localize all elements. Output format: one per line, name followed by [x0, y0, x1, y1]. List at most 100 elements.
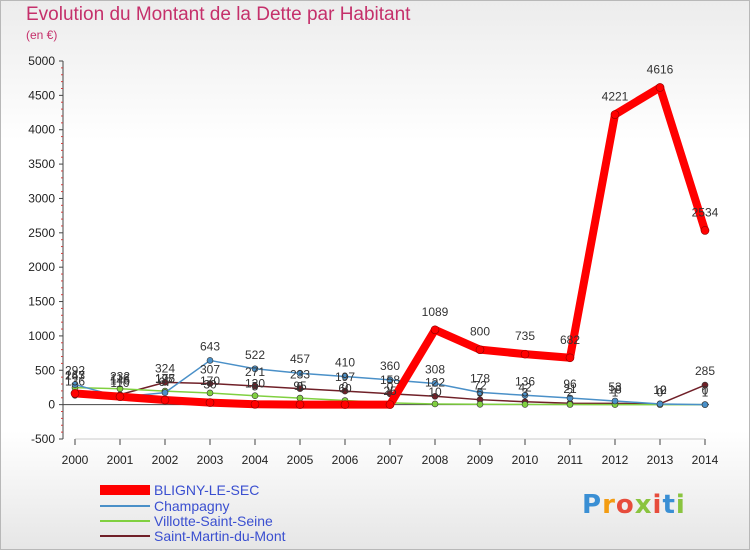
- data-label-3: 42: [518, 381, 532, 395]
- series-point-1: [206, 357, 214, 364]
- x-tick-label: 2006: [332, 453, 359, 467]
- x-tick-label: 2003: [197, 453, 224, 467]
- x-tick-label: 2000: [62, 453, 89, 467]
- data-label-2: 232: [110, 370, 130, 384]
- data-label-2: 1: [702, 386, 709, 400]
- x-tick-label: 2014: [692, 453, 719, 467]
- data-label-0: 800: [470, 325, 490, 339]
- data-label-0: 0: [342, 380, 349, 394]
- legend-label-1: Champagny: [154, 498, 230, 514]
- series-point-0: [430, 325, 440, 335]
- legend-label-2: Villotte-Saint-Seine: [154, 513, 273, 529]
- data-label-0: 0: [297, 380, 304, 394]
- series-point-0: [340, 400, 350, 409]
- data-label-1: 136: [515, 374, 535, 388]
- data-label-1: 0: [702, 384, 709, 398]
- x-tick-label: 2007: [377, 453, 404, 467]
- series-point-0: [475, 345, 485, 354]
- series-point-1: [431, 380, 439, 387]
- series-point-0: [295, 400, 305, 409]
- data-label-0: 4616: [647, 62, 674, 76]
- data-label-3: 324: [155, 361, 175, 375]
- series-layer: [70, 83, 710, 409]
- series-point-0: [250, 399, 260, 409]
- x-tick-label: 2009: [467, 453, 494, 467]
- y-tick-label: 2000: [28, 260, 55, 274]
- series-point-0: [70, 389, 80, 398]
- series-point-0: [520, 349, 530, 359]
- data-label-1: 522: [245, 348, 265, 362]
- data-label-3: 72: [473, 379, 487, 393]
- series-point-1: [566, 394, 574, 402]
- series-point-2: [521, 401, 529, 408]
- series-point-0: [205, 398, 215, 407]
- data-label-2: 1: [612, 386, 619, 400]
- series-point-2: [116, 385, 124, 392]
- data-label-0: 116: [110, 372, 129, 386]
- data-label-1: 292: [65, 364, 85, 378]
- data-label-1: 96: [563, 377, 577, 391]
- series-point-1: [296, 369, 304, 377]
- data-label-0: 1089: [422, 305, 449, 319]
- data-label-0: 163: [65, 368, 85, 382]
- data-label-3: 136: [65, 374, 85, 388]
- series-point-1: [71, 381, 79, 388]
- data-label-1: 410: [335, 355, 355, 369]
- series-point-2: [251, 392, 259, 400]
- data-label-1: 308: [425, 362, 445, 376]
- chart-subtitle: (en €): [26, 28, 58, 42]
- data-label-0: 735: [515, 329, 535, 343]
- data-label-1: 175: [155, 372, 175, 386]
- y-tick-label: 1000: [28, 329, 55, 343]
- data-label-0: 0: [387, 380, 394, 394]
- series-point-0: [565, 353, 575, 363]
- series-point-1: [701, 401, 709, 408]
- data-label-2: 3: [522, 385, 529, 399]
- series-point-0: [385, 400, 395, 409]
- y-tick-label: 2500: [28, 226, 55, 240]
- x-tick-label: 2011: [557, 453, 583, 467]
- data-label-3: 122: [425, 375, 445, 389]
- data-label-3: 21: [563, 382, 577, 396]
- data-label-2: 170: [200, 374, 220, 388]
- logo-letter: r: [602, 490, 616, 520]
- data-label-3: 197: [335, 370, 355, 384]
- x-tick-label: 2005: [287, 453, 314, 467]
- logo-letter: x: [634, 490, 653, 520]
- y-tick-label: 3000: [28, 191, 55, 205]
- data-label-3: 18: [608, 382, 622, 396]
- series-point-3: [296, 385, 304, 392]
- series-point-3: [701, 381, 709, 389]
- data-label-3: 271: [245, 365, 265, 379]
- series-point-1: [251, 365, 259, 373]
- series-point-0: [160, 395, 170, 405]
- series-point-0: [115, 392, 125, 401]
- series-point-1: [161, 389, 169, 396]
- series-point-1: [521, 391, 529, 399]
- series-point-0: [610, 110, 620, 119]
- series-point-0: [700, 226, 710, 235]
- x-tick-label: 2001: [107, 453, 134, 467]
- data-label-0: 682: [560, 333, 580, 347]
- data-label-3: 146: [110, 374, 130, 388]
- x-tick-label: 2012: [602, 453, 629, 467]
- data-label-1: 178: [470, 371, 490, 385]
- data-label-3: 12: [653, 383, 667, 397]
- logo-letter: t: [662, 490, 676, 520]
- logo-letter: P: [582, 490, 603, 520]
- series-point-1: [341, 373, 349, 380]
- y-tick-label: 5000: [28, 54, 55, 68]
- data-label-1: 10: [653, 383, 667, 397]
- legend: BLIGNY-LE-SECChampagnyVillotte-Saint-Sei…: [100, 482, 286, 544]
- data-label-1: 457: [290, 352, 310, 366]
- data-label-2: 130: [245, 377, 265, 391]
- series-point-1: [611, 397, 619, 405]
- series-point-2: [476, 400, 484, 408]
- x-tick-label: 2008: [422, 453, 449, 467]
- data-label-1: 53: [608, 380, 622, 394]
- data-label-2: 197: [155, 372, 175, 386]
- y-tick-label: 4500: [28, 88, 55, 102]
